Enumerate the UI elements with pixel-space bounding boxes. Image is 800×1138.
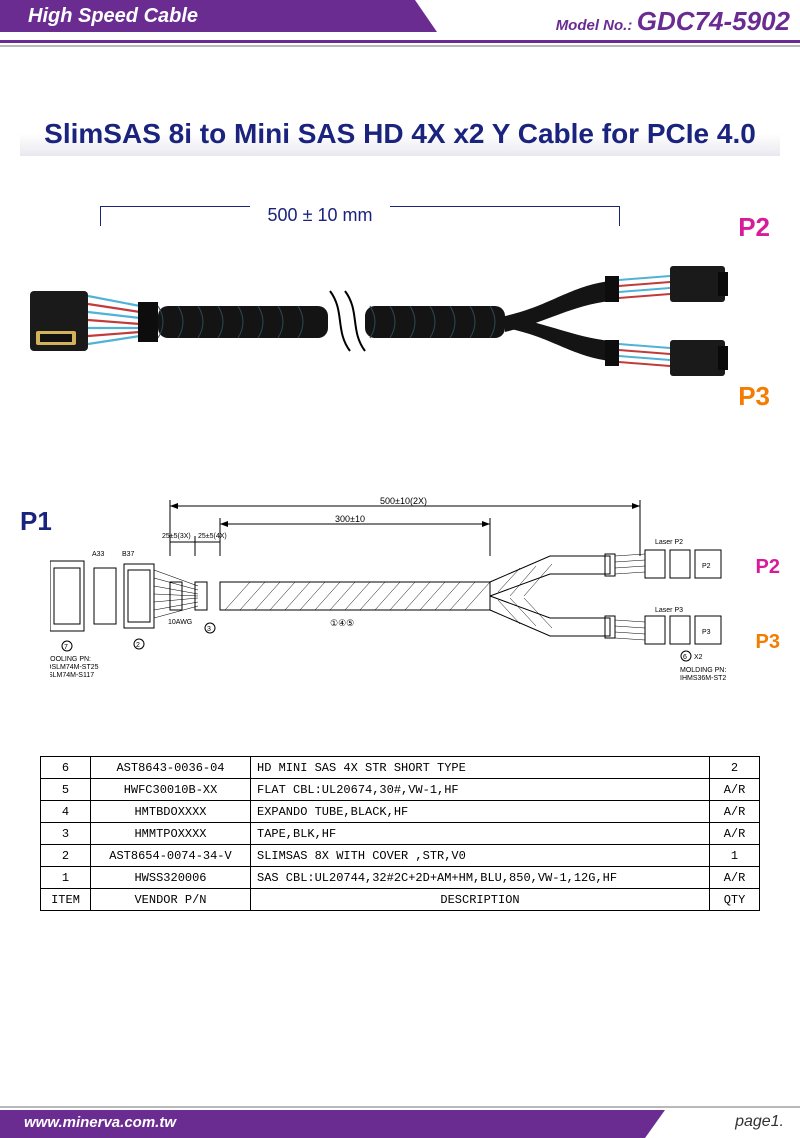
engineering-drawing: P1 P2 P3 500±10(2X) 300±10 25±5(3X) 25±5… — [20, 496, 780, 736]
product-photo: 500 ± 10 mm P2 P3 — [30, 206, 770, 426]
col-desc: DESCRIPTION — [251, 889, 710, 911]
drawing-svg: 500±10(2X) 300±10 25±5(3X) 25±5(4X) 7 TO… — [50, 496, 750, 736]
category-banner: High Speed Cable — [0, 0, 415, 32]
bom-table: 6 AST8643-0036-04 HD MINI SAS 4X STR SHO… — [40, 756, 760, 911]
dimension-text: 500 ± 10 mm — [250, 205, 390, 226]
table-row: 5 HWFC30010B-XX FLAT CBL:UL20674,30#,VW-… — [41, 779, 760, 801]
cell-qty: A/R — [710, 779, 760, 801]
table-row: 4 HMTBDOXXXX EXPANDO TUBE,BLACK,HF A/R — [41, 801, 760, 823]
svg-text:6: 6 — [683, 654, 687, 661]
col-qty: QTY — [710, 889, 760, 911]
p3-drawing-label: P3 — [756, 631, 780, 654]
cell-desc: SLIMSAS 8X WITH COVER ,STR,V0 — [251, 845, 710, 867]
model-block: Model No.: GDC74-5902 — [420, 0, 800, 40]
cell-qty: A/R — [710, 823, 760, 845]
page-title: SlimSAS 8i to Mini SAS HD 4X x2 Y Cable … — [20, 112, 780, 156]
cell-pn: HWFC30010B-XX — [91, 779, 251, 801]
awg: 10AWG — [168, 619, 192, 626]
tooling-pn-1: OSLM74M-ST25 — [50, 664, 99, 671]
tooling-pn-2: ISLM74M-S117 — [50, 672, 94, 679]
cell-pn: AST8654-0074-34-V — [91, 845, 251, 867]
molding-pn-0: MOLDING PN: — [680, 667, 726, 674]
laser-p3: Laser P3 — [655, 607, 683, 614]
svg-text:A33: A33 — [92, 551, 105, 558]
footer-rule — [0, 1106, 800, 1108]
footer-url: www.minerva.com.tw — [24, 1114, 176, 1131]
cell-item: 3 — [41, 823, 91, 845]
model-number: GDC74-5902 — [637, 6, 790, 36]
dim-b: 25±5(4X) — [198, 533, 227, 540]
table-header-row: ITEM VENDOR P/N DESCRIPTION QTY — [41, 889, 760, 911]
molding-pn-1: IHMS36M-ST2 — [680, 675, 726, 682]
cell-desc: FLAT CBL:UL20674,30#,VW-1,HF — [251, 779, 710, 801]
cell-desc: TAPE,BLK,HF — [251, 823, 710, 845]
p1-label: P1 — [20, 506, 52, 537]
table-row: 1 HWSS320006 SAS CBL:UL20744,32#2C+2D+AM… — [41, 867, 760, 889]
cell-qty: A/R — [710, 801, 760, 823]
dim-overall: 500±10(2X) — [380, 496, 427, 506]
cell-qty: A/R — [710, 867, 760, 889]
dim-inner: 300±10 — [335, 514, 365, 524]
cell-qty: 2 — [710, 757, 760, 779]
cell-desc: SAS CBL:UL20744,32#2C+2D+AM+HM,BLU,850,V… — [251, 867, 710, 889]
model-label: Model No.: — [556, 17, 633, 34]
footer-bar: www.minerva.com.tw page1. — [0, 1110, 800, 1138]
cell-item: 2 — [41, 845, 91, 867]
tooling-pn-0: TOOLING PN: — [50, 656, 91, 663]
footer-page: page1. — [735, 1113, 784, 1131]
dim-a: 25±5(3X) — [162, 533, 191, 540]
footer: www.minerva.com.tw page1. — [0, 1106, 800, 1138]
cell-desc: HD MINI SAS 4X STR SHORT TYPE — [251, 757, 710, 779]
col-pn: VENDOR P/N — [91, 889, 251, 911]
x2: X2 — [694, 654, 703, 661]
cable-illustration — [30, 236, 770, 406]
cell-pn: HMTBDOXXXX — [91, 801, 251, 823]
cell-desc: EXPANDO TUBE,BLACK,HF — [251, 801, 710, 823]
cell-pn: HMMTPOXXXX — [91, 823, 251, 845]
cell-qty: 1 — [710, 845, 760, 867]
cell-item: 6 — [41, 757, 91, 779]
cell-pn: HWSS320006 — [91, 867, 251, 889]
footer-right: page1. — [665, 1110, 800, 1138]
cell-item: 5 — [41, 779, 91, 801]
callout-center: ①④⑤ — [330, 618, 354, 628]
p2-drawing-label: P2 — [756, 556, 780, 579]
cell-item: 1 — [41, 867, 91, 889]
footer-slash — [645, 1110, 665, 1138]
cell-pn: AST8643-0036-04 — [91, 757, 251, 779]
svg-text:B37: B37 — [122, 551, 135, 558]
table-row: 3 HMMTPOXXXX TAPE,BLK,HF A/R — [41, 823, 760, 845]
svg-text:7: 7 — [64, 644, 68, 651]
header-rule-2 — [0, 45, 800, 47]
svg-text:P3: P3 — [702, 629, 711, 636]
col-item: ITEM — [41, 889, 91, 911]
cell-item: 4 — [41, 801, 91, 823]
laser-p2: Laser P2 — [655, 539, 683, 546]
header: High Speed Cable Model No.: GDC74-5902 — [0, 0, 800, 52]
header-rule-1 — [0, 40, 800, 43]
table-row: 2 AST8654-0074-34-V SLIMSAS 8X WITH COVE… — [41, 845, 760, 867]
dimension-bracket: 500 ± 10 mm — [100, 206, 620, 226]
svg-text:3: 3 — [207, 626, 211, 633]
table-row: 6 AST8643-0036-04 HD MINI SAS 4X STR SHO… — [41, 757, 760, 779]
svg-text:2: 2 — [136, 642, 140, 649]
svg-text:P2: P2 — [702, 563, 711, 570]
